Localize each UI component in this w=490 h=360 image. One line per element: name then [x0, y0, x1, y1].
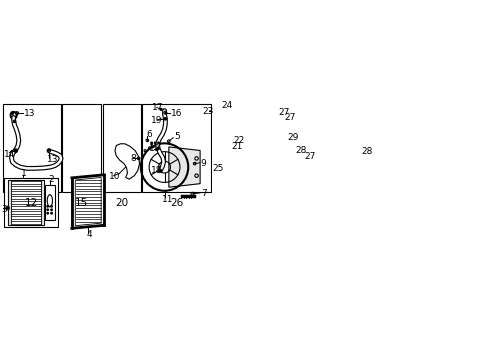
Text: 28: 28 — [295, 146, 307, 155]
Bar — [62, 104, 101, 192]
Circle shape — [299, 136, 300, 137]
Text: 19: 19 — [151, 116, 162, 125]
Text: 29: 29 — [288, 133, 299, 142]
Circle shape — [158, 142, 159, 144]
Text: 10: 10 — [109, 172, 121, 181]
Circle shape — [47, 206, 49, 207]
Bar — [7, 180, 11, 225]
Text: 17: 17 — [151, 103, 163, 112]
Text: 27: 27 — [279, 108, 290, 117]
Circle shape — [295, 120, 296, 121]
Text: 13: 13 — [47, 155, 59, 164]
Circle shape — [50, 209, 52, 211]
Polygon shape — [72, 175, 104, 228]
Circle shape — [50, 212, 52, 214]
Text: 27: 27 — [284, 113, 295, 122]
Text: 18: 18 — [151, 166, 162, 175]
Text: 20: 20 — [115, 198, 128, 208]
Text: 9: 9 — [201, 159, 206, 168]
Circle shape — [160, 170, 161, 171]
Circle shape — [15, 150, 16, 151]
Circle shape — [47, 212, 49, 214]
Circle shape — [213, 111, 214, 112]
Circle shape — [15, 150, 16, 151]
Circle shape — [226, 146, 227, 147]
Bar — [102, 104, 141, 192]
Circle shape — [315, 151, 316, 152]
Text: 1: 1 — [22, 170, 27, 179]
Text: 15: 15 — [75, 198, 88, 208]
Circle shape — [154, 142, 156, 144]
Polygon shape — [75, 177, 101, 226]
Circle shape — [47, 209, 49, 211]
Circle shape — [165, 118, 166, 119]
Text: 2: 2 — [49, 175, 54, 184]
Text: 26: 26 — [170, 198, 183, 208]
Circle shape — [50, 206, 52, 207]
Circle shape — [308, 150, 309, 151]
Circle shape — [226, 167, 227, 168]
Text: 22: 22 — [233, 136, 245, 145]
Circle shape — [17, 113, 18, 114]
Text: 24: 24 — [221, 101, 233, 110]
Bar — [3, 104, 61, 192]
Text: 4: 4 — [86, 230, 92, 239]
Text: 11: 11 — [162, 195, 173, 204]
Text: 25: 25 — [212, 164, 223, 173]
Text: 23: 23 — [202, 107, 214, 116]
Text: 7: 7 — [201, 189, 206, 198]
Bar — [4, 178, 58, 228]
Text: 8: 8 — [130, 154, 136, 163]
Circle shape — [216, 105, 217, 106]
Bar — [41, 180, 44, 225]
Text: 14: 14 — [4, 150, 16, 159]
Text: 27: 27 — [305, 152, 316, 161]
Text: 16: 16 — [171, 109, 182, 118]
Text: 28: 28 — [362, 147, 373, 156]
Polygon shape — [115, 144, 140, 179]
Circle shape — [14, 121, 15, 122]
Circle shape — [161, 109, 162, 110]
Text: 19: 19 — [148, 144, 160, 153]
Text: 21: 21 — [231, 142, 243, 151]
Circle shape — [151, 142, 152, 144]
Text: 6: 6 — [146, 130, 152, 139]
Bar — [142, 104, 211, 192]
Bar — [7, 180, 44, 225]
Text: 5: 5 — [174, 132, 180, 141]
Bar — [45, 185, 54, 220]
Text: 12: 12 — [25, 198, 39, 208]
Polygon shape — [169, 147, 200, 187]
Text: 13: 13 — [24, 109, 35, 118]
Circle shape — [227, 140, 228, 141]
Text: 3: 3 — [1, 205, 7, 214]
Circle shape — [165, 112, 166, 113]
